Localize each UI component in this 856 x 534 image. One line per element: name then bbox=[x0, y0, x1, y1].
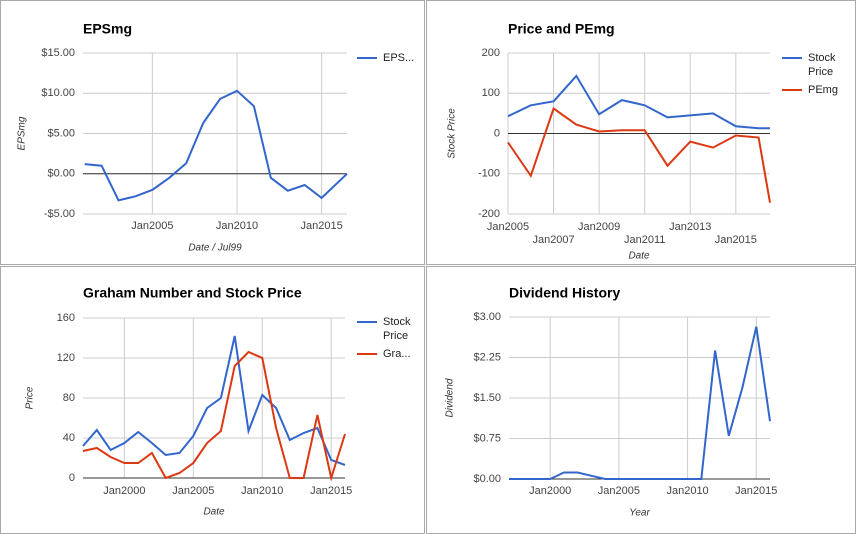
y-tick-label: $10.00 bbox=[41, 87, 75, 99]
y-tick-label: $2.25 bbox=[473, 351, 501, 363]
y-axis-title: EPSmg bbox=[17, 116, 28, 150]
x-axis-title: Year bbox=[629, 508, 650, 519]
x-tick-label: Jan2010 bbox=[241, 485, 283, 497]
x-tick-label: Jan2015 bbox=[301, 220, 343, 232]
y-tick-label: $0.00 bbox=[473, 473, 501, 485]
series-line bbox=[507, 106, 771, 203]
legend-label: EPS... bbox=[383, 52, 414, 64]
chart-title: Price and PEmg bbox=[508, 21, 615, 37]
series-line bbox=[509, 326, 771, 480]
x-tick-label: Jan2015 bbox=[735, 485, 777, 497]
y-tick-label: $5.00 bbox=[47, 127, 75, 139]
x-tick-label: Jan2010 bbox=[666, 485, 708, 497]
series-line bbox=[84, 89, 348, 202]
x-tick-label: Jan2000 bbox=[529, 485, 571, 497]
x-tick-label: Jan2007 bbox=[532, 234, 574, 246]
x-tick-label: Jan2009 bbox=[578, 221, 620, 233]
series-line bbox=[82, 350, 346, 482]
x-axis-title: Date bbox=[203, 507, 225, 518]
x-tick-label: Jan2015 bbox=[715, 234, 757, 246]
legend-label: Stock Price bbox=[383, 316, 414, 342]
y-tick-label: 200 bbox=[482, 47, 500, 59]
chart-title: Graham Number and Stock Price bbox=[83, 285, 302, 301]
chart-title: EPSmg bbox=[83, 21, 132, 37]
y-tick-label: $1.50 bbox=[473, 392, 501, 404]
y-axis-title: Stock Price bbox=[447, 108, 458, 159]
x-axis-title: Date / Jul99 bbox=[188, 243, 242, 254]
y-tick-label: -$5.00 bbox=[44, 208, 75, 220]
y-tick-label: 120 bbox=[57, 352, 75, 364]
y-tick-label: -100 bbox=[478, 168, 500, 180]
y-tick-label: 0 bbox=[494, 127, 500, 139]
y-tick-label: $15.00 bbox=[41, 47, 75, 59]
legend-label: Gra... bbox=[383, 348, 411, 360]
y-tick-label: 100 bbox=[482, 87, 500, 99]
y-tick-label: -200 bbox=[478, 208, 500, 220]
x-tick-label: Jan2005 bbox=[131, 220, 173, 232]
y-tick-label: 0 bbox=[69, 472, 75, 484]
x-tick-label: Jan2015 bbox=[310, 485, 352, 497]
series-line bbox=[82, 335, 346, 466]
legend-label: Stock Price bbox=[808, 52, 839, 78]
y-tick-label: $0.75 bbox=[473, 432, 501, 444]
y-tick-label: $0.00 bbox=[47, 168, 75, 180]
y-tick-label: 160 bbox=[57, 312, 75, 324]
x-tick-label: Jan2005 bbox=[598, 485, 640, 497]
y-axis-title: Dividend bbox=[445, 378, 456, 417]
x-tick-label: Jan2000 bbox=[103, 485, 145, 497]
y-tick-label: $3.00 bbox=[473, 311, 501, 323]
x-tick-label: Jan2005 bbox=[487, 221, 529, 233]
chart-title: Dividend History bbox=[509, 285, 620, 301]
x-tick-label: Jan2013 bbox=[669, 221, 711, 233]
panel-border bbox=[0, 0, 425, 265]
legend-label: PEmg bbox=[808, 84, 838, 96]
y-tick-label: 40 bbox=[63, 432, 75, 444]
x-tick-label: Jan2011 bbox=[624, 234, 665, 246]
series-line bbox=[507, 74, 770, 130]
x-tick-label: Jan2010 bbox=[216, 220, 258, 232]
x-tick-label: Jan2005 bbox=[172, 485, 214, 497]
y-axis-title: Price bbox=[25, 386, 36, 409]
y-tick-label: 80 bbox=[63, 392, 75, 404]
x-axis-title: Date bbox=[628, 251, 650, 262]
